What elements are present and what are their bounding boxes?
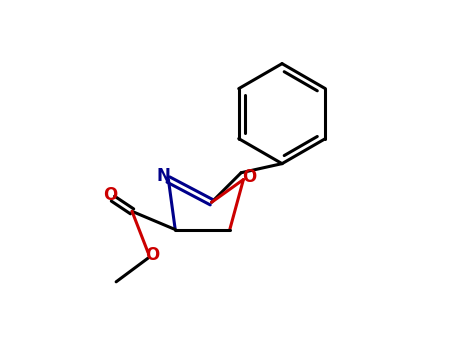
Text: O: O bbox=[103, 187, 117, 204]
Text: O: O bbox=[242, 168, 256, 186]
Text: N: N bbox=[156, 167, 170, 186]
Text: O: O bbox=[145, 246, 159, 264]
